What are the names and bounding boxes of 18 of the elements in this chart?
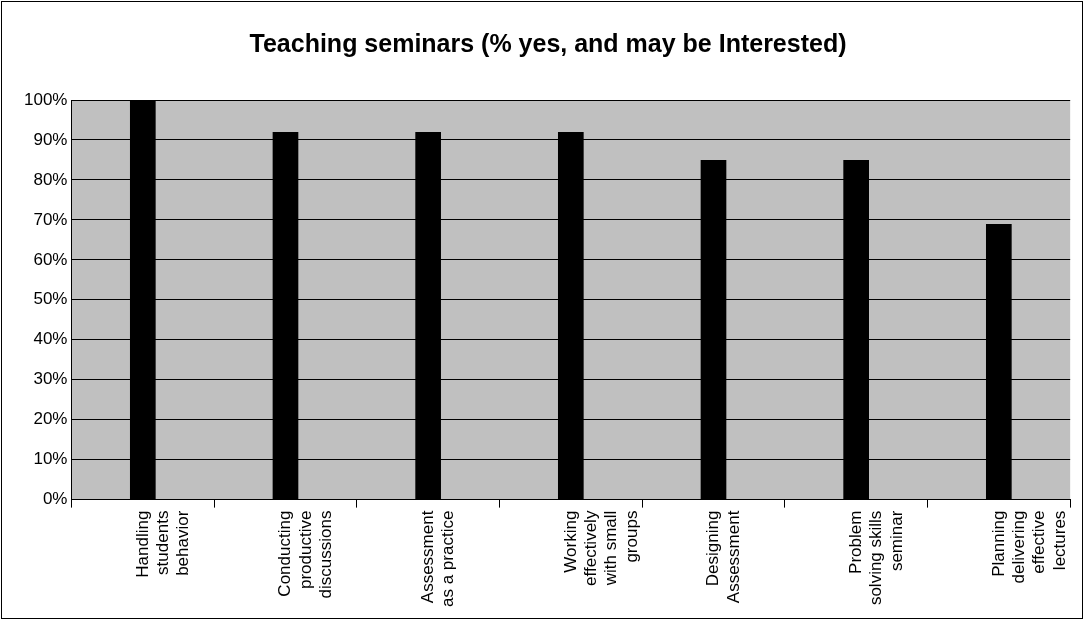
x-tick-label: Problem solving skills seminar bbox=[845, 510, 906, 606]
y-tick-label: 60% bbox=[33, 249, 68, 269]
y-tick-label: 50% bbox=[33, 289, 68, 309]
y-tick-label: 100% bbox=[24, 89, 68, 109]
x-tick-label: Conducting productive discussions bbox=[275, 510, 335, 599]
y-tick-label: 90% bbox=[33, 129, 68, 149]
x-tick-label: Planning delivering effective lectures bbox=[988, 510, 1069, 584]
x-tick-label: Handling students behavior bbox=[132, 510, 193, 578]
x-tick-label: Working effectively with small groups bbox=[560, 510, 641, 587]
y-tick-label: 10% bbox=[33, 449, 68, 469]
y-tick-label: 0% bbox=[42, 489, 68, 509]
y-tick-label: 80% bbox=[33, 169, 68, 189]
y-tick-label: 30% bbox=[33, 369, 68, 389]
x-tick-label: Assessment as a practice bbox=[417, 510, 458, 608]
y-tick-label: 20% bbox=[33, 409, 68, 429]
y-tick-label: 70% bbox=[33, 209, 68, 229]
chart-title: Teaching seminars (% yes, and may be Interested) bbox=[249, 28, 847, 57]
y-tick-label: 40% bbox=[33, 329, 68, 349]
